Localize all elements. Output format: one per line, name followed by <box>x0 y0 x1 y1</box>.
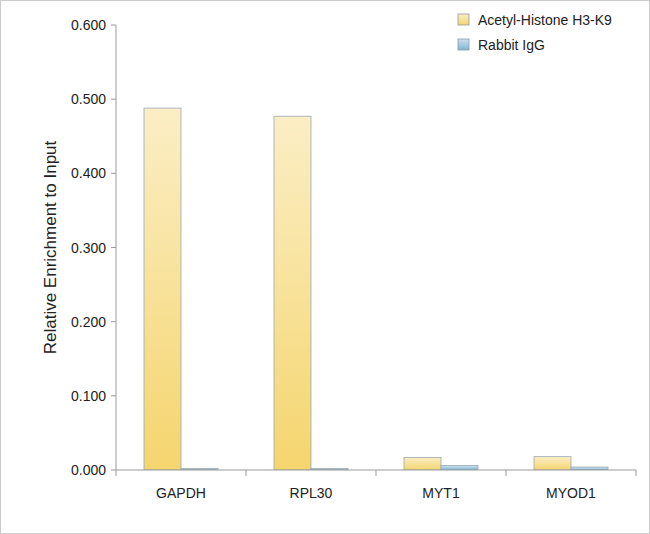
y-tick <box>111 25 116 26</box>
y-tick-label: 0.400 <box>71 165 106 181</box>
y-tick <box>111 470 116 471</box>
y-tick <box>111 99 116 100</box>
bar <box>534 457 571 470</box>
x-tick-label: MYOD1 <box>546 485 596 501</box>
x-tick-label: MYT1 <box>422 485 460 501</box>
y-tick-label: 0.300 <box>71 240 106 256</box>
y-tick <box>111 247 116 248</box>
y-tick <box>111 173 116 174</box>
y-tick-label: 0.200 <box>71 314 106 330</box>
x-tick <box>376 470 377 476</box>
x-tick <box>636 470 637 476</box>
bar <box>441 466 478 470</box>
frame <box>1 1 650 534</box>
bar <box>144 108 181 470</box>
x-tick-label: GAPDH <box>156 485 206 501</box>
y-tick-label: 0.500 <box>71 91 106 107</box>
x-tick <box>116 470 117 476</box>
y-tick-label: 0.600 <box>71 17 106 33</box>
legend-label: Rabbit IgG <box>478 37 545 53</box>
y-tick <box>111 321 116 322</box>
legend-swatch <box>458 14 469 25</box>
bar <box>274 116 311 470</box>
x-tick-label: RPL30 <box>290 485 333 501</box>
legend-swatch <box>458 39 469 50</box>
x-tick <box>506 470 507 476</box>
y-tick-label: 0.100 <box>71 388 106 404</box>
bar <box>404 457 441 470</box>
x-tick <box>246 470 247 476</box>
bars <box>144 108 608 470</box>
chart: 0.000 0.100 0.200 0.300 0.400 0.500 0.600 Relat… <box>0 0 650 534</box>
legend-label: Acetyl-Histone H3-K9 <box>478 12 612 28</box>
y-axis-label: Relative Enrichment to Input <box>41 140 60 354</box>
y-tick <box>111 395 116 396</box>
y-tick-label: 0.000 <box>71 462 106 478</box>
